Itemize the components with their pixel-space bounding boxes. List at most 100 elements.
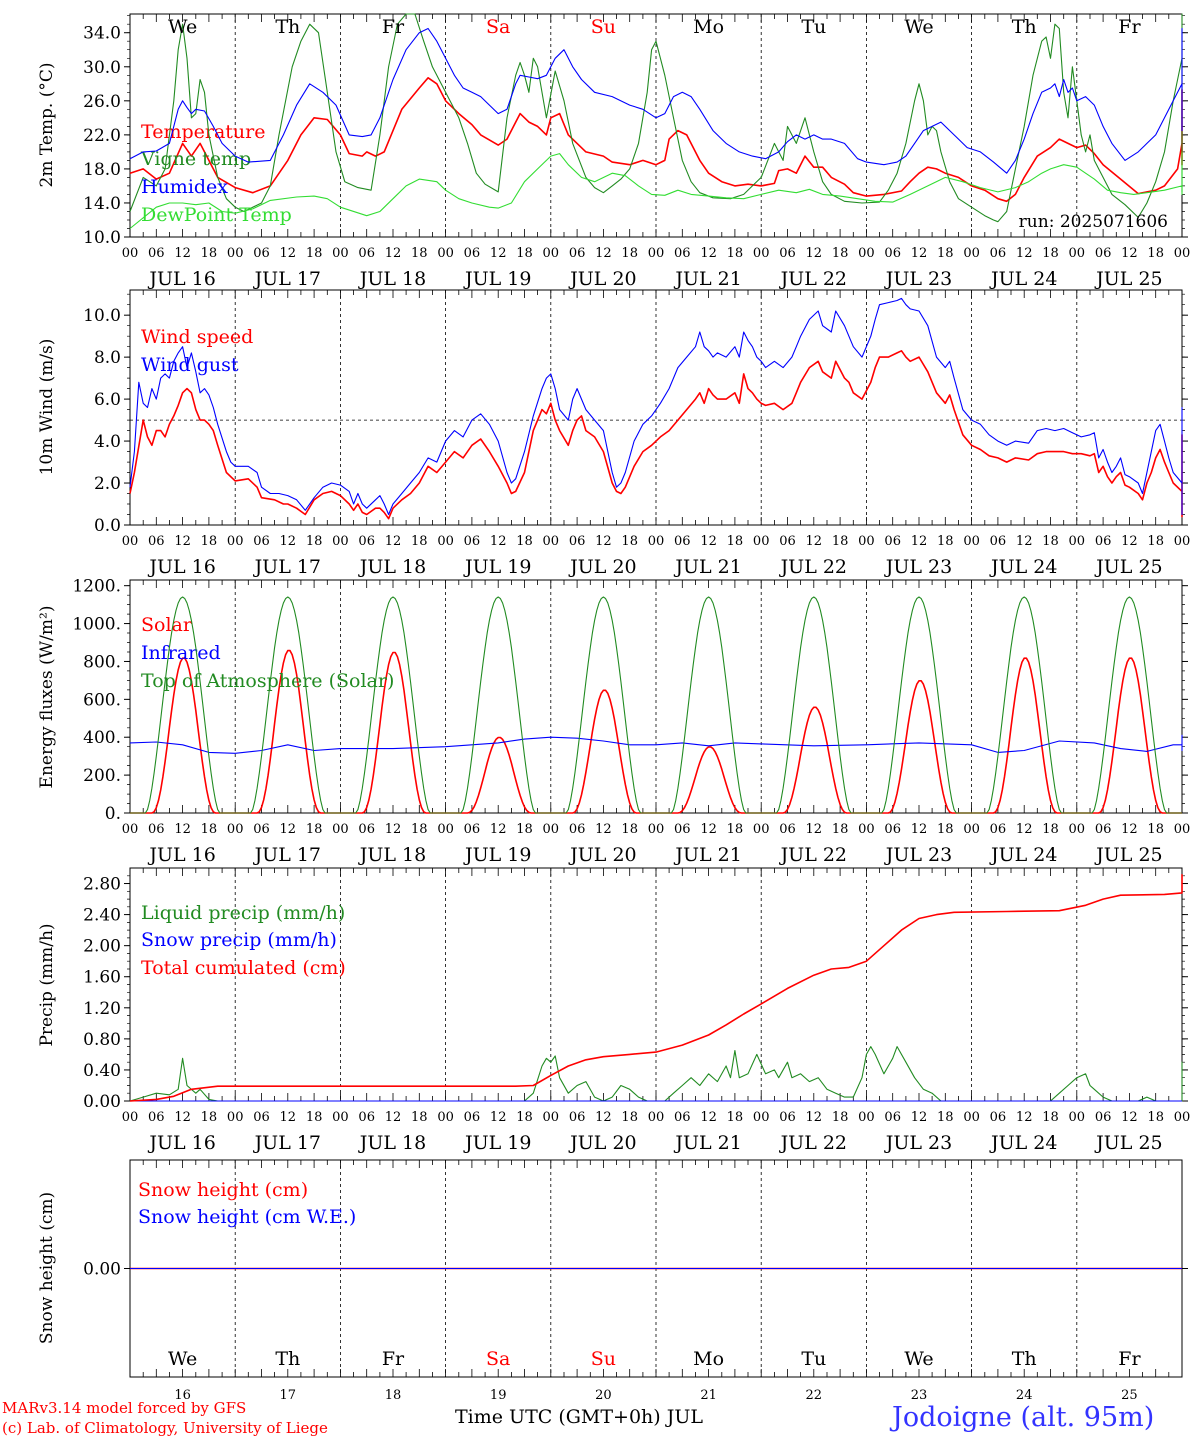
hour-tick-label: 00 — [332, 822, 349, 837]
hour-tick-label: 12 — [280, 534, 297, 549]
hour-tick-label: 06 — [674, 1110, 691, 1125]
hour-tick-label: 06 — [253, 822, 270, 837]
hour-tick-label: 12 — [700, 534, 717, 549]
date-label: JUL 22 — [779, 556, 847, 578]
date-label: JUL 18 — [358, 268, 426, 290]
date-label: JUL 18 — [358, 844, 426, 866]
hour-tick-label: 18 — [1147, 534, 1164, 549]
date-label: JUL 25 — [1094, 844, 1162, 866]
hour-tick-label: 12 — [911, 246, 928, 261]
date-label: JUL 17 — [253, 844, 321, 866]
hour-tick-label: 18 — [306, 822, 323, 837]
hour-tick-label: 18 — [937, 1110, 954, 1125]
y-tick-label: 1000. — [72, 615, 121, 635]
y-tick-label: 18.0 — [83, 160, 121, 180]
hour-tick-label: 18 — [516, 1110, 533, 1125]
hour-tick-label: 18 — [937, 822, 954, 837]
weekday-label-bottom: We — [904, 1348, 933, 1370]
series-line — [129, 297, 1183, 516]
date-label: JUL 18 — [358, 556, 426, 578]
hour-tick-label: 06 — [569, 246, 586, 261]
hour-tick-label: 00 — [122, 246, 139, 261]
hour-tick-label: 00 — [122, 534, 139, 549]
legend-entry: Vigne temp — [140, 148, 251, 170]
weekday-label-top: Th — [275, 16, 300, 38]
hour-tick-label: 00 — [543, 246, 560, 261]
date-label: JUL 19 — [463, 844, 531, 866]
hour-tick-label: 12 — [490, 534, 507, 549]
date-label: JUL 24 — [989, 556, 1057, 578]
hour-tick-label: 00 — [332, 534, 349, 549]
hour-tick-label: 18 — [1147, 1110, 1164, 1125]
hour-tick-label: 12 — [806, 246, 823, 261]
hour-tick-label: 00 — [437, 246, 454, 261]
date-label: JUL 20 — [568, 844, 636, 866]
hour-tick-label: 00 — [648, 1110, 665, 1125]
y-minor-ticks — [127, 585, 1185, 814]
legend-entry: Snow height (cm W.E.) — [138, 1206, 356, 1228]
y-tick-label: 4.0 — [94, 432, 121, 452]
date-label: JUL 17 — [253, 556, 321, 578]
hour-tick-label: 00 — [753, 246, 770, 261]
hour-tick-label: 00 — [648, 246, 665, 261]
hour-tick-label: 18 — [1147, 822, 1164, 837]
hour-tick-label: 00 — [227, 822, 244, 837]
hour-tick-label: 18 — [201, 534, 218, 549]
hour-ticks — [129, 580, 1183, 813]
day-number-label: 25 — [1121, 1388, 1138, 1403]
hour-tick-label: 12 — [806, 534, 823, 549]
date-label: JUL 21 — [673, 1132, 741, 1154]
hour-tick-label: 00 — [437, 1110, 454, 1125]
hour-tick-label: 06 — [990, 1110, 1007, 1125]
day-number-label: 24 — [1016, 1388, 1033, 1403]
date-label: JUL 21 — [673, 268, 741, 290]
hour-tick-label: 06 — [253, 1110, 270, 1125]
hour-tick-label: 00 — [858, 1110, 875, 1125]
weekday-label-top: Fr — [1118, 16, 1141, 38]
legend-entry: Wind gust — [141, 354, 239, 376]
hour-tick-label: 18 — [411, 534, 428, 549]
hour-tick-label: 00 — [1174, 822, 1191, 837]
hour-tick-label: 00 — [1174, 1110, 1191, 1125]
hour-tick-label: 18 — [201, 246, 218, 261]
y-tick-label: 400. — [83, 728, 121, 748]
y-tick-label: 0. — [105, 804, 121, 824]
series-line — [129, 874, 1183, 1102]
hour-tick-label: 12 — [280, 822, 297, 837]
hour-tick-label: 18 — [516, 822, 533, 837]
hour-tick-label: 18 — [306, 1110, 323, 1125]
hour-tick-label: 18 — [621, 822, 638, 837]
date-label: JUL 24 — [989, 1132, 1057, 1154]
hour-tick-label: 00 — [437, 534, 454, 549]
weekday-label-bottom: Th — [275, 1348, 300, 1370]
hour-tick-label: 18 — [727, 1110, 744, 1125]
y-tick-label: 0.0 — [94, 516, 121, 536]
hour-tick-label: 00 — [437, 822, 454, 837]
day-number-label: 22 — [806, 1388, 823, 1403]
hour-tick-label: 12 — [280, 1110, 297, 1125]
hour-tick-label: 12 — [1016, 822, 1033, 837]
hour-tick-label: 06 — [464, 1110, 481, 1125]
hour-tick-label: 06 — [358, 822, 375, 837]
date-label: JUL 22 — [779, 1132, 847, 1154]
hour-tick-label: 18 — [1042, 822, 1059, 837]
hour-tick-label: 12 — [911, 534, 928, 549]
day-number-label: 16 — [174, 1388, 191, 1403]
date-label: JUL 16 — [147, 844, 215, 866]
hour-tick-label: 12 — [595, 822, 612, 837]
y-tick-label: 26.0 — [83, 92, 121, 112]
date-label: JUL 23 — [884, 844, 952, 866]
hour-tick-label: 06 — [464, 246, 481, 261]
hour-tick-label: 18 — [832, 246, 849, 261]
hour-tick-label: 06 — [1095, 534, 1112, 549]
hour-tick-label: 00 — [1069, 534, 1086, 549]
hour-tick-label: 00 — [1069, 822, 1086, 837]
y-tick-label: 14.0 — [83, 194, 121, 214]
hour-tick-label: 12 — [1016, 1110, 1033, 1125]
day-number-label: 20 — [595, 1388, 612, 1403]
hour-tick-label: 18 — [621, 1110, 638, 1125]
y-axis-label: 2m Temp. (°C) — [37, 62, 57, 187]
series-line — [130, 596, 1182, 814]
hour-tick-label: 06 — [358, 1110, 375, 1125]
hour-tick-label: 00 — [963, 246, 980, 261]
